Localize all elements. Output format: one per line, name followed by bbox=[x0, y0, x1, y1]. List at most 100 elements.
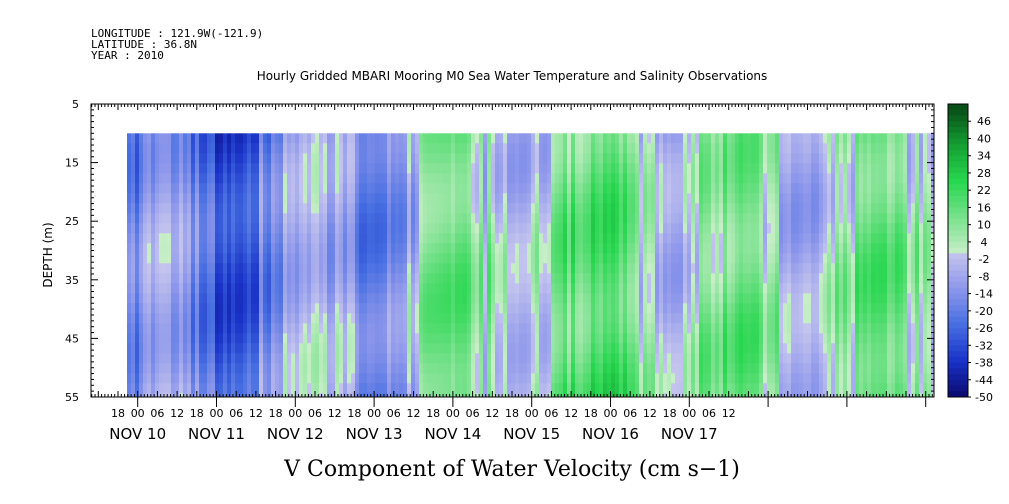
heatmap-cell bbox=[391, 183, 396, 194]
heatmap-cell bbox=[635, 343, 640, 354]
heatmap-cell bbox=[859, 283, 864, 294]
heatmap-cell bbox=[603, 143, 608, 154]
heatmap-cell bbox=[283, 383, 288, 394]
heatmap-cell bbox=[855, 273, 860, 284]
heatmap-cell bbox=[755, 133, 760, 144]
heatmap-cell bbox=[127, 163, 132, 174]
heatmap-cell bbox=[379, 223, 384, 234]
heatmap-cell bbox=[219, 343, 224, 354]
heatmap-cell bbox=[539, 163, 544, 174]
heatmap-cell bbox=[151, 273, 156, 284]
heatmap-cell bbox=[415, 173, 420, 184]
heatmap-cell bbox=[579, 143, 584, 154]
heatmap-cell bbox=[735, 173, 740, 184]
heatmap-cell bbox=[147, 363, 152, 374]
heatmap-cell bbox=[647, 203, 652, 214]
heatmap-cell bbox=[611, 183, 616, 194]
heatmap-cell bbox=[127, 203, 132, 214]
heatmap-cell bbox=[747, 283, 752, 294]
heatmap-cell bbox=[147, 333, 152, 344]
heatmap-cell bbox=[667, 243, 672, 254]
heatmap-cell bbox=[539, 233, 544, 244]
heatmap-cell bbox=[731, 223, 736, 234]
heatmap-cell bbox=[471, 203, 476, 214]
heatmap-cell bbox=[199, 173, 204, 184]
heatmap-cell bbox=[431, 133, 436, 144]
heatmap-cell bbox=[363, 373, 368, 384]
heatmap-cell bbox=[515, 163, 520, 174]
heatmap-cell bbox=[691, 193, 696, 204]
heatmap-cell bbox=[495, 193, 500, 204]
heatmap-cell bbox=[711, 213, 716, 224]
heatmap-cell bbox=[487, 233, 492, 244]
heatmap-cell bbox=[671, 173, 676, 184]
heatmap-cell bbox=[551, 293, 556, 304]
heatmap-cell bbox=[235, 183, 240, 194]
heatmap-cell bbox=[255, 383, 260, 394]
heatmap-cell bbox=[151, 333, 156, 344]
heatmap-cell bbox=[599, 393, 604, 398]
heatmap-cell bbox=[795, 233, 800, 244]
heatmap-cell bbox=[571, 183, 576, 194]
heatmap-cell bbox=[167, 313, 172, 324]
heatmap-cell bbox=[315, 143, 320, 154]
heatmap-cell bbox=[331, 163, 336, 174]
heatmap-cell bbox=[291, 253, 296, 264]
heatmap-cell bbox=[587, 353, 592, 364]
heatmap-cell bbox=[419, 293, 424, 304]
heatmap-cell bbox=[583, 263, 588, 274]
heatmap-cell bbox=[455, 233, 460, 244]
heatmap-cell bbox=[259, 243, 264, 254]
heatmap-cell bbox=[343, 373, 348, 384]
heatmap-cell bbox=[131, 263, 136, 274]
heatmap-cell bbox=[559, 313, 564, 324]
heatmap-cell bbox=[443, 263, 448, 274]
heatmap-cell bbox=[443, 373, 448, 384]
heatmap-cell bbox=[755, 173, 760, 184]
heatmap-cell bbox=[563, 203, 568, 214]
heatmap-cell bbox=[471, 393, 476, 398]
heatmap-cell bbox=[267, 323, 272, 334]
heatmap-cell bbox=[419, 263, 424, 274]
heatmap-cell bbox=[339, 153, 344, 164]
heatmap-cell bbox=[411, 273, 416, 284]
heatmap-cell bbox=[751, 383, 756, 394]
heatmap-cell bbox=[643, 353, 648, 364]
heatmap-cell bbox=[147, 133, 152, 144]
heatmap-cell bbox=[467, 293, 472, 304]
heatmap-cell bbox=[815, 153, 820, 164]
heatmap-cell bbox=[855, 133, 860, 144]
heatmap-cell bbox=[143, 243, 148, 254]
heatmap-cell bbox=[695, 163, 700, 174]
heatmap-cell bbox=[443, 233, 448, 244]
heatmap-cell bbox=[675, 383, 680, 394]
heatmap-cell bbox=[303, 353, 308, 364]
heatmap-cell bbox=[327, 143, 332, 154]
heatmap-cell bbox=[407, 263, 412, 274]
heatmap-cell bbox=[419, 173, 424, 184]
heatmap-cell bbox=[819, 303, 824, 314]
heatmap-cell bbox=[511, 393, 516, 398]
heatmap-cell bbox=[503, 243, 508, 254]
heatmap-cell bbox=[451, 283, 456, 294]
heatmap-cell bbox=[515, 213, 520, 224]
heatmap-cell bbox=[235, 373, 240, 384]
heatmap-cell bbox=[367, 153, 372, 164]
heatmap-cell bbox=[767, 173, 772, 184]
heatmap-cell bbox=[267, 143, 272, 154]
heatmap-cell bbox=[727, 393, 732, 398]
heatmap-cell bbox=[715, 153, 720, 164]
heatmap-cell bbox=[671, 143, 676, 154]
heatmap-cell bbox=[279, 153, 284, 164]
heatmap-cell bbox=[387, 353, 392, 364]
heatmap-cell bbox=[607, 173, 612, 184]
heatmap-cell bbox=[159, 163, 164, 174]
heatmap-cell bbox=[379, 313, 384, 324]
heatmap-cell bbox=[431, 333, 436, 344]
heatmap-cell bbox=[323, 373, 328, 384]
heatmap-cell bbox=[723, 183, 728, 194]
heatmap-cell bbox=[179, 163, 184, 174]
heatmap-cell bbox=[723, 243, 728, 254]
heatmap-cell bbox=[827, 383, 832, 394]
heatmap-cell bbox=[479, 243, 484, 254]
